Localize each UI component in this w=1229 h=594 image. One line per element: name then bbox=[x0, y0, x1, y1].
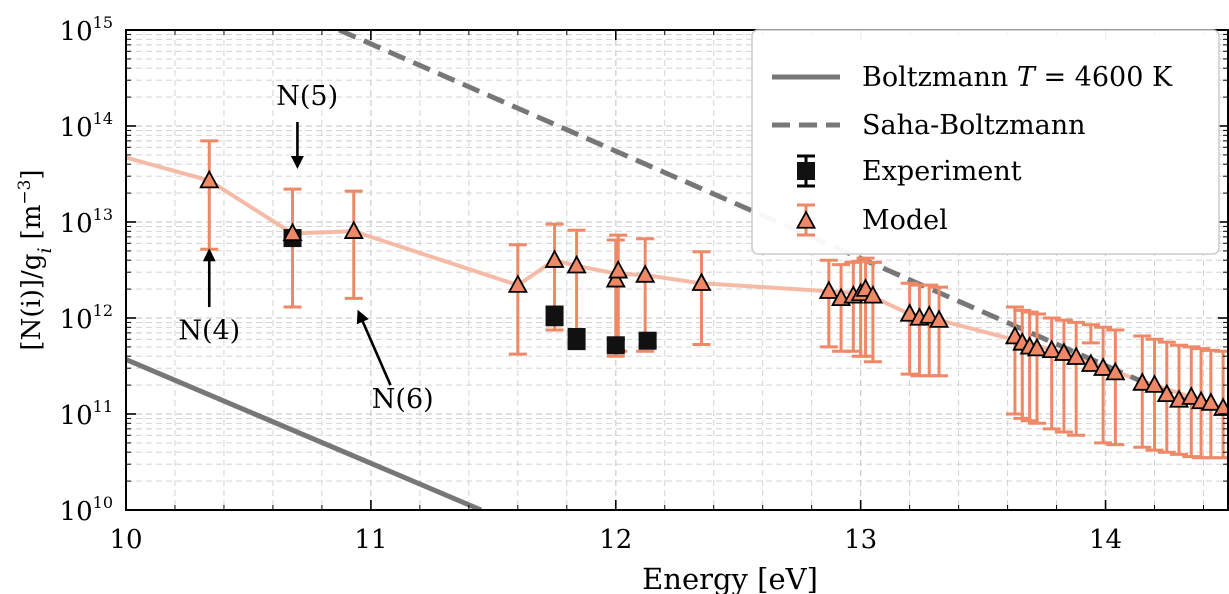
model-errorbar bbox=[1054, 318, 1073, 434]
y-tick-label: 1012 bbox=[60, 301, 113, 335]
model-errorbar bbox=[930, 285, 949, 378]
legend-item: Experiment bbox=[797, 154, 1022, 188]
legend-label: Experiment bbox=[862, 156, 1022, 187]
model-marker bbox=[507, 274, 528, 293]
model-marker bbox=[818, 280, 839, 299]
y-tick-label: 1014 bbox=[60, 109, 113, 143]
experiment-marker bbox=[638, 331, 657, 350]
model-marker bbox=[691, 272, 712, 291]
y-tick-label: 1011 bbox=[60, 397, 113, 431]
model-marker bbox=[1181, 386, 1202, 405]
x-tick-label: 14 bbox=[1089, 525, 1122, 555]
model-errorbar bbox=[910, 283, 929, 378]
y-tick-label: 1013 bbox=[60, 205, 113, 239]
model-marker bbox=[1105, 361, 1126, 381]
model-marker bbox=[1066, 346, 1087, 365]
experiment-marker bbox=[545, 306, 564, 325]
model-errorbar bbox=[609, 233, 628, 353]
model-marker bbox=[919, 305, 940, 324]
x-tick-label: 12 bbox=[599, 525, 632, 555]
annotations: N(5) N(4) N(6) bbox=[178, 81, 433, 415]
model-errorbar bbox=[863, 260, 882, 364]
model-errorbar bbox=[1081, 323, 1100, 345]
model-marker bbox=[928, 309, 950, 328]
experiment-marker bbox=[606, 336, 625, 355]
model-marker bbox=[1144, 374, 1165, 393]
model-errorbar bbox=[1042, 316, 1061, 431]
model-errorbar bbox=[1106, 328, 1125, 447]
model-errorbar bbox=[344, 189, 363, 300]
model-marker bbox=[635, 264, 656, 283]
legend-swatch-model-marker bbox=[795, 210, 817, 229]
model-errorbar bbox=[200, 139, 219, 251]
model-marker bbox=[1041, 339, 1062, 359]
y-tick-label: 1015 bbox=[60, 13, 113, 47]
annotation-label: N(5) bbox=[276, 81, 338, 112]
axis-ticks bbox=[126, 29, 1228, 511]
model-errorbar bbox=[283, 187, 302, 309]
model-errorbar bbox=[920, 283, 939, 378]
model-marker bbox=[566, 254, 587, 274]
model-errorbar bbox=[508, 243, 527, 356]
legend: Boltzmann T = 4600 K Saha-Boltzmann Experi… bbox=[751, 29, 1220, 255]
model-errorbar bbox=[1067, 320, 1086, 437]
model-errorbar bbox=[567, 228, 586, 345]
model-marker bbox=[544, 249, 565, 268]
model-marker bbox=[1093, 357, 1114, 376]
x-tick-label: 13 bbox=[844, 525, 877, 555]
annotation-arrow bbox=[356, 309, 392, 386]
model-marker bbox=[1026, 337, 1048, 357]
legend-label: Saha-Boltzmann bbox=[862, 110, 1086, 141]
x-tick-label: 10 bbox=[109, 525, 142, 555]
x-tick-labels: 10 11 12 13 14 bbox=[109, 525, 1122, 555]
model-marker bbox=[1080, 353, 1101, 372]
experiment-marker bbox=[567, 330, 586, 349]
model-errorbar bbox=[900, 281, 919, 376]
model-errorbar bbox=[1133, 334, 1152, 449]
model-marker bbox=[862, 284, 883, 304]
legend-box bbox=[751, 29, 1220, 255]
model-marker bbox=[1053, 342, 1074, 361]
model-marker bbox=[899, 303, 920, 322]
legend-item: Model bbox=[795, 203, 948, 237]
model-errorbar bbox=[1145, 337, 1164, 452]
y-tick-labels: 1010 1011 1012 1013 1014 1015 bbox=[60, 13, 113, 527]
model-marker bbox=[282, 222, 303, 242]
model-marker bbox=[199, 169, 220, 189]
legend-item: Saha-Boltzmann bbox=[772, 110, 1086, 141]
model-errorbar bbox=[692, 250, 711, 346]
legend-label: Model bbox=[862, 205, 948, 236]
model-errorbar bbox=[819, 258, 838, 349]
legend-item: Boltzmann T = 4600 K bbox=[772, 62, 1173, 93]
plot-frame bbox=[125, 29, 1229, 511]
model-marker bbox=[608, 259, 629, 279]
legend-swatch-experiment-marker bbox=[797, 162, 815, 180]
model-marker bbox=[1132, 372, 1153, 391]
x-tick-label: 11 bbox=[354, 525, 387, 555]
model-marker bbox=[1156, 383, 1177, 403]
data-points bbox=[199, 139, 1228, 460]
annotation-label: N(4) bbox=[178, 315, 240, 346]
model-marker bbox=[605, 268, 626, 288]
x-axis-label: Energy [eV] bbox=[642, 562, 818, 594]
model-errorbar bbox=[1027, 312, 1046, 425]
y-axis-label: [N(i)]/gi[m−3] bbox=[15, 169, 56, 350]
model-errorbar bbox=[832, 263, 851, 353]
model-errorbar bbox=[1094, 325, 1113, 445]
boltzmann-line bbox=[126, 357, 483, 510]
model-marker bbox=[1200, 392, 1221, 411]
legend-label: Boltzmann T = 4600 K bbox=[862, 62, 1173, 93]
annotation-label: N(6) bbox=[372, 384, 434, 415]
model-marker bbox=[343, 220, 364, 239]
y-tick-label: 1010 bbox=[60, 493, 113, 527]
